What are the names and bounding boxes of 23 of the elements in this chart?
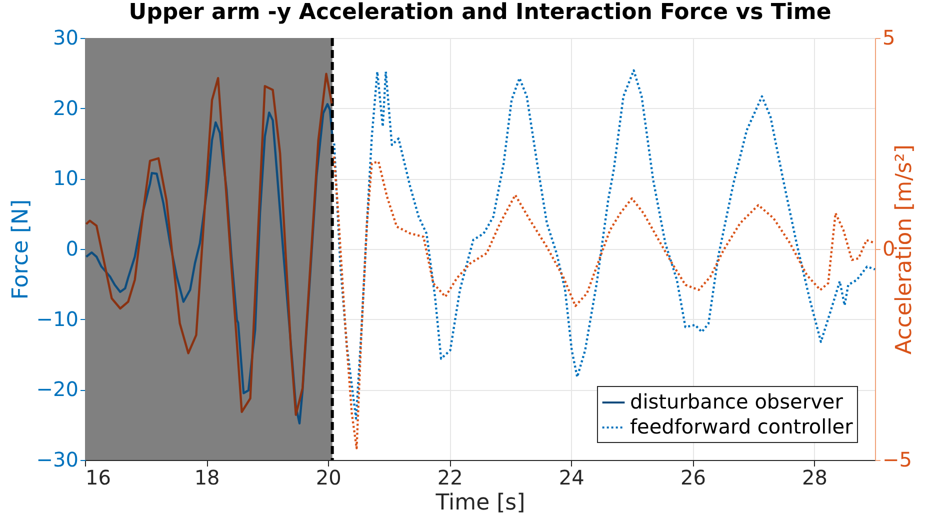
x-tick-label: 26 bbox=[680, 466, 706, 490]
y-tick-label: 30 bbox=[53, 26, 78, 50]
y-axis-title: Force [N] bbox=[8, 199, 34, 300]
chart-title: Upper arm -y Acceleration and Interaction Force vs Time bbox=[128, 0, 832, 25]
y-tick-label: 20 bbox=[53, 96, 78, 120]
x-tick-label: 20 bbox=[316, 466, 342, 490]
x-tick-label: 28 bbox=[802, 466, 828, 490]
x-tick-label: 22 bbox=[437, 466, 463, 490]
x-tick-label: 16 bbox=[86, 466, 111, 490]
x-tick-label: 24 bbox=[558, 466, 584, 490]
line-series bbox=[333, 69, 876, 420]
x-tick-label: 18 bbox=[194, 466, 220, 490]
y-tick-label: −20 bbox=[36, 377, 78, 402]
y-tick-label: 0 bbox=[66, 236, 78, 260]
x-axis-title: Time [s] bbox=[434, 490, 526, 516]
y2-tick-label: 0 bbox=[882, 236, 896, 260]
y-tick-label: −10 bbox=[36, 306, 78, 331]
y2-tick-label: −5 bbox=[882, 448, 912, 472]
y-tick-label: −30 bbox=[36, 448, 78, 472]
legend-label: disturbance observer bbox=[630, 390, 844, 414]
legend-label: feedforward controller bbox=[630, 414, 854, 438]
y-tick-label: 10 bbox=[53, 166, 78, 190]
y2-tick-label: 5 bbox=[882, 26, 896, 50]
